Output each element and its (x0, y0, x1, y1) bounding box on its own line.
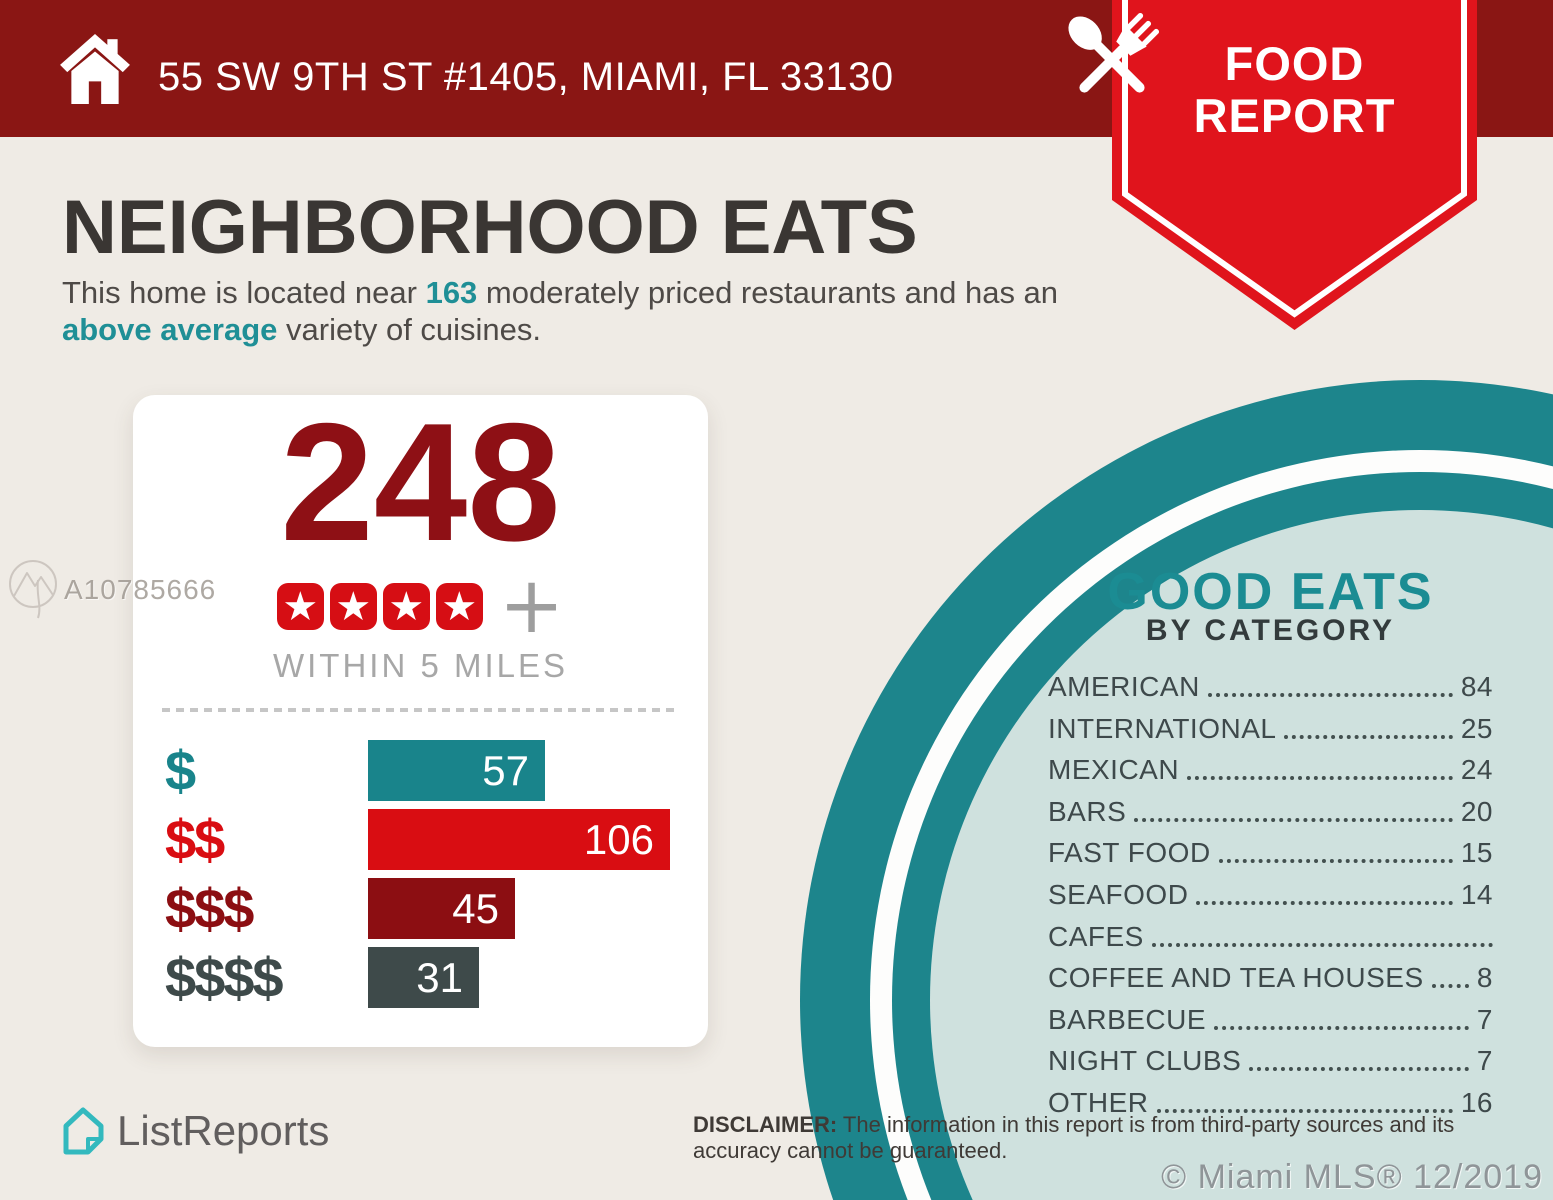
mls-credit-watermark: © Miami MLS® 12/2019 (1161, 1158, 1543, 1196)
good-eats-subtitle: BY CATEGORY (1145, 614, 1396, 647)
star-rating: ★ ★ ★ ★ + (133, 561, 708, 651)
dotted-leader (1284, 734, 1453, 739)
restaurant-count-highlight: 163 (425, 275, 478, 310)
dotted-leader (1207, 693, 1453, 697)
category-label: BARS (1048, 795, 1127, 827)
intro-text-middle: moderately priced restaurants and has an (477, 275, 1059, 310)
price-tier-row: $57 (165, 739, 670, 802)
category-row: BARS 20 (1048, 795, 1493, 828)
price-tier-value: 106 (583, 815, 654, 863)
food-report-ribbon: FOOD REPORT (1068, 0, 1477, 330)
mls-id: A10785666 (64, 574, 217, 605)
dashed-divider (162, 708, 679, 712)
category-value: 8 (1476, 962, 1493, 994)
plus-sign: + (498, 561, 565, 651)
category-row: NIGHT CLUBS 7 (1048, 1045, 1493, 1077)
category-label: MEXICAN (1048, 754, 1180, 786)
intro-text-after: variety of cuisines. (277, 312, 542, 347)
listreports-icon (63, 1107, 104, 1155)
dotted-leader (1214, 1025, 1469, 1030)
category-label: NIGHT CLUBS (1048, 1045, 1242, 1077)
price-tier-label: $$ (165, 808, 225, 871)
price-tier-row: $$$ 45 (165, 877, 670, 940)
dotted-leader (1156, 1108, 1453, 1113)
category-label: INTERNATIONAL (1048, 712, 1277, 744)
variety-highlight: above average (62, 312, 278, 347)
category-value: 84 (1460, 671, 1493, 702)
category-label: SEAFOOD (1048, 878, 1189, 910)
star-icon: ★ (382, 583, 430, 630)
price-tier-bar: 106 (368, 809, 670, 870)
dotted-leader (1134, 817, 1453, 822)
disclaimer: DISCLAIMER: The information in this repo… (693, 1112, 1468, 1164)
price-tier-bar-chart: $57 $$ 106 $$$ 45 $$$$ 31 (165, 739, 670, 1016)
good-eats-title: GOOD EATS (1107, 563, 1434, 621)
disclaimer-text: The information in this report is from t… (693, 1112, 1455, 1163)
category-label: COFFEE AND TEA HOUSES (1048, 962, 1424, 994)
category-value: 7 (1476, 1003, 1493, 1035)
ribbon-title-line2: REPORT (1193, 89, 1396, 142)
intro-text-before: This home is located near (62, 275, 426, 310)
category-value: 24 (1460, 754, 1493, 786)
disclaimer-label: DISCLAIMER: (693, 1112, 838, 1137)
intro-paragraph: This home is located near 163 moderately… (62, 274, 1082, 348)
price-tier-bar: 31 (368, 947, 479, 1008)
listreports-brand: ListReports (62, 1106, 329, 1156)
category-list: AMERICAN 84 INTERNATIONAL 25 MEXICAN 24 BARS 20… (1048, 671, 1493, 1132)
category-row: SEAFOOD 14 (1048, 878, 1493, 911)
star-icon: ★ (329, 583, 377, 630)
price-tier-value: 45 (452, 884, 499, 932)
category-label: FAST FOOD (1048, 837, 1211, 869)
category-value: 7 (1476, 1045, 1493, 1077)
category-row: BARBECUE 7 (1048, 1003, 1493, 1036)
category-row: CAFES (1048, 920, 1493, 953)
category-value: 14 (1460, 878, 1493, 910)
dotted-leader (1187, 776, 1453, 781)
dotted-leader (1151, 942, 1493, 947)
home-icon (60, 34, 130, 104)
category-row: FAST FOOD 15 (1048, 837, 1493, 869)
total-restaurant-count: 248 (280, 388, 561, 576)
star-icon: ★ (276, 583, 324, 630)
price-tier-label: $ (165, 739, 196, 802)
mls-watermark: A10785666 (8, 558, 216, 622)
dotted-leader (1249, 1067, 1469, 1072)
dotted-leader (1218, 859, 1453, 864)
dotted-leader (1431, 984, 1469, 989)
price-tier-label: $$$$ (165, 946, 284, 1009)
dotted-leader (1196, 900, 1453, 905)
category-row: COFFEE AND TEA HOUSES 8 (1048, 962, 1493, 994)
property-address: 55 SW 9TH ST #1405, MIAMI, FL 33130 (158, 55, 894, 99)
category-value: 15 (1460, 837, 1493, 869)
category-value: 25 (1460, 712, 1493, 744)
category-label: OTHER (1048, 1086, 1149, 1118)
category-label: BARBECUE (1048, 1003, 1207, 1035)
category-row: MEXICAN 24 (1048, 754, 1493, 786)
mountain-logo-icon (9, 560, 57, 619)
category-label: CAFES (1048, 920, 1144, 952)
price-tier-value: 31 (416, 953, 463, 1001)
page-title: NEIGHBORHOOD EATS (62, 185, 918, 270)
price-tier-row: $$$$ 31 (165, 946, 670, 1009)
price-tier-label: $$$ (165, 877, 254, 940)
category-value: 16 (1460, 1086, 1493, 1118)
ribbon-title-line1: FOOD (1224, 37, 1365, 90)
ribbon-shape (1112, 0, 1477, 330)
category-row: INTERNATIONAL 25 (1048, 712, 1493, 745)
star-icon: ★ (435, 583, 483, 630)
category-label: AMERICAN (1048, 671, 1200, 702)
price-tier-value: 57 (482, 746, 529, 794)
price-tier-bar: 45 (368, 878, 515, 939)
brand-name: ListReports (117, 1107, 330, 1154)
price-tier-row: $$ 106 (165, 808, 670, 871)
category-value: 20 (1460, 795, 1493, 827)
spoon-fork-icon (1068, 12, 1160, 93)
summary-card: 248 ★ ★ ★ ★ + WITHIN 5 MILES $57 $$ 106 $$$ 45 $$… (133, 395, 708, 1047)
radius-label: WITHIN 5 MILES (272, 647, 569, 684)
category-row: AMERICAN 84 (1048, 671, 1493, 703)
price-tier-bar: 57 (368, 740, 545, 801)
category-row: OTHER 16 (1048, 1086, 1493, 1119)
